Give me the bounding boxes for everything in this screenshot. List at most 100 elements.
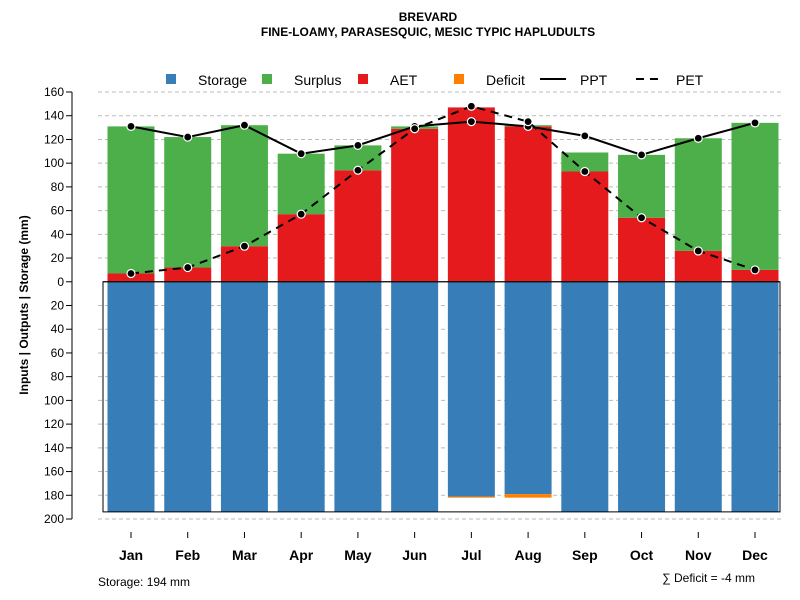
storage-bar-jan: [107, 281, 155, 512]
aet-bar-feb: [164, 267, 212, 282]
y-tick-label-8: 0: [57, 275, 64, 289]
surplus-bar-apr: [277, 153, 325, 215]
storage-footer: Storage: 194 mm: [98, 575, 190, 589]
ppt-line-point-nov: [693, 133, 703, 143]
pet-line-point-aug: [523, 117, 533, 127]
aet-bar-may: [334, 170, 382, 282]
ppt-line-point-may: [353, 140, 363, 150]
surplus-bar-feb: [164, 137, 212, 268]
pet-line-point-jun: [410, 124, 420, 134]
deficit-bar-jul: [447, 496, 495, 498]
surplus-bar-dec: [731, 122, 779, 270]
pet-line-point-sep: [580, 166, 590, 177]
chart-title: BREVARD: [399, 10, 458, 24]
aet-bar-jul: [447, 107, 495, 282]
legend: Storage Surplus AET Deficit PPT PET: [166, 72, 704, 88]
legend-label-deficit: Deficit: [486, 72, 525, 88]
pet-line-point-may: [353, 165, 363, 175]
storage-bar-jun: [391, 281, 439, 512]
bars-layer: [107, 107, 779, 512]
pet-line: [130, 105, 756, 275]
ppt-line-point-jul: [466, 117, 476, 127]
ppt-line-point-mar: [239, 120, 250, 130]
x-tick-label-mar: Mar: [232, 547, 257, 563]
axes-layer: 1601401201008060402002040608010012014016…: [44, 85, 781, 563]
ppt-line-point-feb: [183, 132, 193, 142]
aet-bar-oct: [618, 217, 666, 282]
y-tick-label-14: 120: [44, 417, 64, 431]
y-tick-label-9: 20: [51, 299, 65, 313]
storage-bar-may: [334, 281, 382, 512]
y-tick-label-3: 100: [44, 156, 64, 170]
y-tick-label-11: 60: [51, 346, 65, 360]
ppt-line-point-jan: [126, 121, 136, 131]
pet-line-point-nov: [693, 246, 703, 256]
aet-bar-dec: [731, 269, 779, 282]
ppt-line-point-sep: [580, 131, 590, 141]
y-tick-label-13: 100: [44, 393, 64, 407]
x-tick-label-oct: Oct: [630, 547, 654, 563]
aet-bar-sep: [561, 171, 609, 282]
storage-bar-feb: [164, 281, 212, 512]
deficit-bar-aug: [504, 494, 552, 498]
y-tick-label-16: 160: [44, 465, 64, 479]
legend-label-surplus: Surplus: [294, 72, 341, 88]
ppt-line-point-apr: [296, 149, 306, 159]
chart-subtitle: FINE-LOAMY, PARASESQUIC, MESIC TYPIC HAP…: [261, 25, 595, 39]
storage-bar-mar: [220, 281, 268, 512]
surplus-bar-mar: [220, 125, 268, 247]
y-tick-label-10: 40: [51, 322, 65, 336]
legend-label-pet: PET: [676, 72, 704, 88]
pet-line-point-feb: [183, 262, 193, 273]
surplus-bar-jan: [107, 126, 155, 274]
deficit-footer: ∑ Deficit = -4 mm: [662, 571, 755, 585]
pet-line-point-dec: [750, 265, 760, 275]
y-axis-label: Inputs | Outputs | Storage (mm): [17, 215, 31, 394]
legend-label-aet: AET: [390, 72, 418, 88]
surplus-bar-sep: [561, 152, 609, 172]
aet-bar-aug: [504, 126, 552, 282]
x-tick-label-dec: Dec: [742, 547, 768, 563]
ppt-line-point-oct: [636, 150, 647, 160]
legend-swatch-aet: [358, 74, 368, 84]
storage-bar-oct: [618, 281, 666, 512]
x-tick-label-jul: Jul: [461, 547, 481, 563]
x-tick-label-may: May: [344, 547, 371, 563]
x-tick-label-sep: Sep: [572, 547, 598, 563]
legend-label-ppt: PPT: [580, 72, 608, 88]
y-tick-label-17: 180: [44, 488, 64, 502]
pet-line-point-jul: [466, 101, 476, 111]
y-tick-label-4: 80: [51, 180, 65, 194]
pet-line-point-apr: [296, 209, 306, 219]
y-tick-label-7: 20: [51, 251, 65, 265]
gridlines: [98, 91, 784, 520]
storage-bar-jul: [447, 281, 495, 497]
storage-bar-sep: [561, 281, 609, 512]
ppt-line: [130, 120, 756, 156]
legend-swatch-storage: [166, 74, 176, 84]
storage-bar-aug: [504, 281, 552, 495]
surplus-bar-nov: [674, 138, 722, 251]
storage-bar-dec: [731, 281, 779, 512]
aet-bar-jun: [391, 128, 439, 282]
y-tick-label-15: 140: [44, 441, 64, 455]
pet-line-point-mar: [239, 241, 250, 251]
ppt-line-point-dec: [750, 118, 760, 128]
x-tick-label-nov: Nov: [685, 547, 712, 563]
x-tick-label-aug: Aug: [514, 547, 541, 563]
y-tick-label-18: 200: [44, 512, 64, 526]
surplus-bar-oct: [618, 154, 666, 218]
storage-bar-nov: [674, 281, 722, 512]
legend-swatch-surplus: [262, 74, 272, 84]
y-tick-label-12: 80: [51, 370, 65, 384]
x-tick-label-feb: Feb: [175, 547, 200, 563]
x-tick-label-apr: Apr: [289, 547, 314, 563]
y-tick-label-6: 40: [51, 227, 65, 241]
storage-bar-apr: [277, 281, 325, 512]
y-tick-label-5: 60: [51, 204, 65, 218]
y-tick-label-1: 140: [44, 109, 64, 123]
legend-swatch-deficit: [454, 74, 464, 84]
y-tick-label-2: 120: [44, 132, 64, 146]
pet-line-point-jan: [126, 268, 136, 279]
